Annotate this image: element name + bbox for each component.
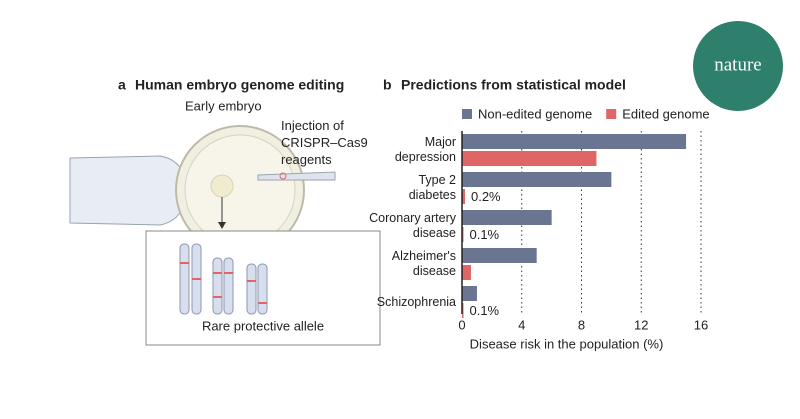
y-tick-label: Schizophrenia (376, 294, 456, 309)
value-label: 0.1% (469, 227, 499, 242)
logo-badge (693, 21, 783, 111)
x-tick-label: 4 (518, 317, 525, 332)
y-tick-label: Major depression (394, 135, 456, 164)
pipette (69, 155, 188, 226)
legend-swatch (462, 109, 472, 119)
bar (462, 286, 477, 301)
x-tick-label: 0 (458, 317, 465, 332)
x-axis-label: Disease risk in the population (%) (470, 336, 664, 351)
reagent (279, 172, 287, 180)
x-tick-label: 8 (578, 317, 585, 332)
value-label: 0.1% (469, 303, 499, 318)
embryo-inner (184, 134, 296, 246)
x-tick-label: 16 (694, 317, 708, 332)
legend-label: Edited genome (622, 106, 709, 121)
allele-bands (180, 262, 267, 304)
bar (462, 248, 537, 263)
y-tick-label: Coronary artery disease (369, 211, 456, 240)
logo: nature (714, 54, 761, 75)
allele-label: Rare protective allele (202, 318, 324, 333)
nucleus (210, 174, 234, 198)
bar (462, 134, 687, 149)
panel-letter: b (383, 77, 392, 93)
value-label: 0.2% (471, 189, 501, 204)
panel-title: Human embryo genome editing (135, 77, 344, 93)
bar (462, 265, 471, 280)
y-tick-label: Alzheimer's disease (391, 249, 456, 278)
x-tick-label: 12 (634, 317, 648, 332)
bar (462, 172, 612, 187)
bar (462, 210, 552, 225)
bar (462, 151, 597, 166)
injection-label: Injection of CRISPR–Cas9 reagents (281, 118, 368, 167)
legend-swatch (606, 109, 617, 119)
chart-title: Predictions from statistical model (401, 77, 626, 93)
embryo-label: Early embryo (185, 98, 262, 113)
needle (257, 171, 336, 181)
arrow-head (218, 222, 226, 229)
panel-letter: a (118, 77, 126, 93)
legend-label: Non-edited genome (478, 106, 592, 121)
bar (462, 189, 465, 204)
y-tick-label: Type 2 diabetes (408, 173, 456, 202)
